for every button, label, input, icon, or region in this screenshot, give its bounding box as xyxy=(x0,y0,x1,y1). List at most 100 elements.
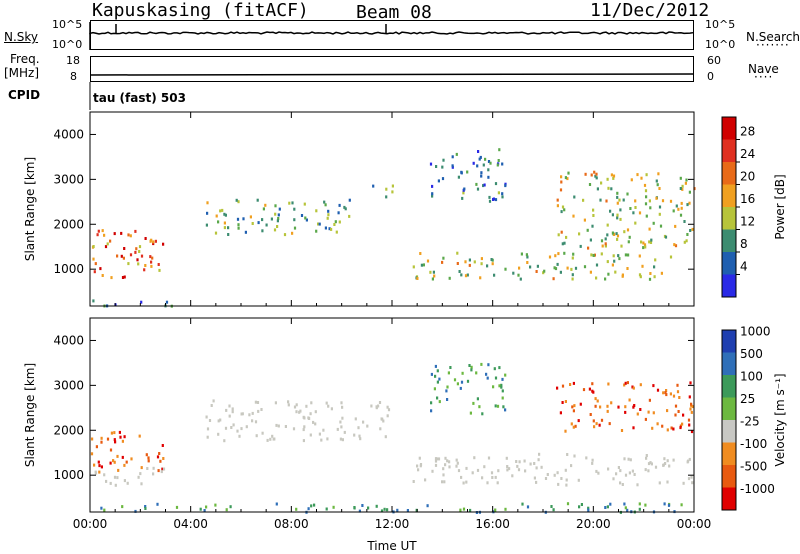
echo-cell xyxy=(367,506,370,510)
echo-cell xyxy=(535,270,538,273)
echo-cell xyxy=(327,213,330,217)
echo-cell xyxy=(387,408,391,412)
echo-cell xyxy=(563,208,566,212)
echo-cell xyxy=(644,503,647,507)
echo-cell xyxy=(156,502,159,506)
echo-cell xyxy=(300,214,304,217)
echo-cell xyxy=(572,381,575,385)
echo-cell xyxy=(647,469,650,473)
echo-cell xyxy=(212,399,215,403)
echo-region xyxy=(91,229,165,280)
echo-cell xyxy=(570,422,573,426)
nsearch-tick-top: 10^5 xyxy=(705,18,736,31)
echo-cell xyxy=(504,507,507,511)
echo-cell xyxy=(214,231,218,235)
echo-cell xyxy=(339,420,342,424)
echo-cell xyxy=(283,233,287,237)
echo-cell xyxy=(533,462,536,465)
echo-cell xyxy=(386,405,389,409)
echo-cell xyxy=(121,505,124,509)
echo-cell xyxy=(271,434,274,438)
echo-cell xyxy=(370,404,373,408)
echo-cell xyxy=(587,246,590,250)
echo-cell xyxy=(632,386,635,390)
cpid-text: tau (fast) 503 xyxy=(93,91,186,105)
echo-cell xyxy=(261,229,264,233)
echo-cell xyxy=(655,179,658,183)
echo-cell xyxy=(105,479,108,483)
echo-cell xyxy=(664,235,668,239)
echo-cell xyxy=(382,419,385,423)
colorbar-segment xyxy=(722,465,736,488)
echo-cell xyxy=(645,456,648,460)
echo-cell xyxy=(606,177,609,181)
echo-cell xyxy=(419,463,423,466)
echo-cell xyxy=(112,459,115,463)
echo-cell xyxy=(299,409,302,413)
echo-cell xyxy=(582,198,585,202)
echo-cell xyxy=(593,425,596,429)
echo-cell xyxy=(691,481,694,485)
echo-cell xyxy=(642,246,645,250)
echo-cell xyxy=(606,233,609,237)
echo-cell xyxy=(241,412,244,416)
echo-cell xyxy=(422,263,425,267)
echo-cell xyxy=(314,410,317,414)
echo-cell xyxy=(638,507,641,511)
echo-cell xyxy=(626,381,629,385)
echo-cell xyxy=(504,184,507,188)
echo-cell xyxy=(663,457,666,461)
echo-cell xyxy=(573,404,576,408)
echo-cell xyxy=(561,401,564,404)
echo-cell xyxy=(563,251,566,255)
echo-cell xyxy=(138,245,142,249)
echo-cell xyxy=(673,243,676,247)
echo-cell xyxy=(643,243,647,247)
echo-cell xyxy=(498,366,501,370)
echo-cell xyxy=(565,483,568,487)
y-tick-label: 1000 xyxy=(53,262,84,276)
echo-cell xyxy=(686,203,689,207)
echo-cell xyxy=(147,459,150,463)
echo-cell xyxy=(150,260,153,264)
echo-cell xyxy=(341,405,344,409)
echo-cell xyxy=(224,213,227,217)
echo-cell xyxy=(609,502,612,506)
echo-cell xyxy=(109,481,112,485)
echo-cell xyxy=(444,456,447,460)
echo-cell xyxy=(437,179,440,183)
echo-cell xyxy=(496,163,499,167)
echo-cell xyxy=(660,271,663,275)
echo-cell xyxy=(496,481,499,485)
y-tick-label: 3000 xyxy=(53,172,84,186)
echo-cell xyxy=(134,229,137,233)
colorbar-label: Velocity [m s⁻¹] xyxy=(773,373,787,466)
echo-cell xyxy=(470,368,473,372)
echo-cell xyxy=(524,469,527,473)
echo-cell xyxy=(665,389,668,392)
echo-cell xyxy=(624,506,627,510)
x-tick-label: 00:00 xyxy=(73,517,108,531)
echo-cell xyxy=(674,244,678,248)
echo-cell xyxy=(386,414,389,418)
echo-cell xyxy=(644,468,647,472)
echo-cell xyxy=(682,413,685,417)
echo-cell xyxy=(687,459,690,463)
echo-cell xyxy=(230,426,233,429)
echo-cell xyxy=(616,216,619,220)
echo-cell xyxy=(636,483,639,487)
echo-cell xyxy=(648,398,651,402)
echo-cell xyxy=(436,369,439,373)
echo-cell xyxy=(429,270,432,274)
echo-cell xyxy=(334,220,337,224)
echo-cell xyxy=(380,417,383,421)
echo-cell xyxy=(461,196,464,200)
echo-cell xyxy=(101,274,104,277)
echo-cell xyxy=(303,202,306,206)
nsearch-dots: ······· xyxy=(756,38,790,52)
echo-cell xyxy=(412,480,415,483)
echo-cell xyxy=(636,173,639,177)
echo-cell xyxy=(591,224,594,228)
echo-cell xyxy=(491,262,494,266)
echo-cell xyxy=(485,372,488,376)
